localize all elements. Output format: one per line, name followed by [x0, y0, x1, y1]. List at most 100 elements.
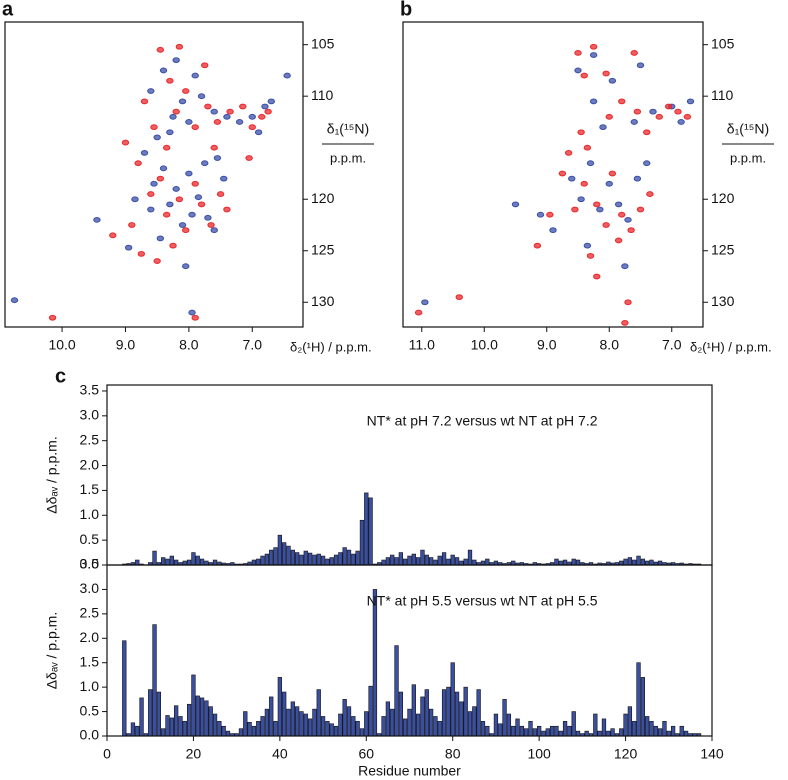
peak — [169, 113, 177, 120]
bar — [217, 721, 222, 737]
x-tick-label: 140 — [700, 746, 724, 762]
peak — [159, 67, 168, 74]
bar — [593, 713, 598, 737]
x-tick-label: 10.0 — [48, 337, 75, 353]
peak — [602, 222, 610, 228]
peak — [549, 227, 557, 234]
peak — [633, 175, 642, 182]
bar — [316, 553, 321, 566]
x-tick-label: 40 — [272, 746, 288, 762]
bar — [562, 559, 568, 566]
bar — [351, 553, 356, 566]
bar — [372, 589, 378, 737]
bar — [299, 554, 304, 566]
peak — [239, 103, 247, 110]
bar — [472, 559, 477, 566]
peak — [162, 211, 171, 218]
peak — [258, 113, 266, 120]
bar — [658, 728, 663, 737]
peak — [593, 201, 601, 208]
bar — [320, 716, 326, 737]
bar — [519, 725, 524, 737]
peak — [608, 170, 617, 177]
bar — [368, 685, 373, 737]
bar — [273, 721, 278, 737]
bar — [511, 725, 516, 737]
peak — [210, 144, 218, 151]
peak — [235, 119, 244, 125]
bar — [368, 497, 373, 566]
y-axis-unit: p.p.m. — [730, 150, 766, 165]
bar — [174, 705, 179, 737]
peak — [649, 108, 657, 115]
peak — [159, 165, 168, 172]
bar — [251, 725, 257, 737]
bar — [450, 662, 455, 737]
bar — [545, 728, 550, 737]
bar — [303, 713, 308, 737]
peak — [571, 206, 579, 213]
peak — [618, 211, 626, 218]
peak — [589, 52, 598, 58]
y-axis-label: δ₁(¹⁵N) — [327, 121, 369, 137]
bar — [130, 722, 136, 737]
bar — [325, 558, 330, 566]
peak — [643, 160, 651, 167]
peak — [147, 206, 155, 213]
bar — [627, 557, 633, 566]
peak — [182, 88, 190, 94]
peak — [153, 258, 161, 264]
bar — [390, 554, 395, 566]
bar — [606, 730, 611, 737]
peak — [226, 108, 234, 115]
bar — [186, 559, 192, 566]
bar — [636, 662, 641, 737]
bar — [264, 708, 270, 737]
bar — [394, 645, 399, 737]
peak — [677, 119, 685, 125]
bar — [407, 555, 412, 566]
bar — [502, 699, 507, 737]
bar — [333, 725, 339, 737]
peak — [197, 201, 206, 208]
y-tick-label: 125 — [711, 241, 735, 257]
peak — [178, 98, 187, 105]
bar — [338, 552, 343, 566]
bar — [135, 559, 140, 566]
panel-label: a — [2, 0, 14, 20]
bar — [411, 553, 416, 566]
bar — [627, 706, 633, 737]
y-axis-label: δ₁(¹⁵N) — [727, 121, 769, 137]
y-tick-label: 0.5 — [80, 702, 100, 718]
peak — [131, 196, 139, 203]
bar — [485, 725, 490, 737]
peak — [166, 77, 174, 84]
bar — [320, 555, 326, 566]
bar — [282, 542, 287, 566]
bar — [424, 689, 429, 737]
y-axis-unit: p.p.m. — [330, 150, 366, 165]
peak — [175, 43, 184, 50]
bar — [670, 725, 676, 737]
peak — [546, 211, 554, 218]
bar — [403, 558, 408, 566]
bar — [156, 691, 161, 737]
peak — [162, 144, 171, 151]
peak — [636, 206, 645, 213]
bar — [463, 686, 468, 737]
peak — [605, 180, 613, 187]
bar — [476, 689, 481, 737]
bar — [282, 691, 287, 737]
peak — [156, 235, 165, 242]
bar — [152, 550, 157, 566]
peak — [220, 175, 228, 182]
peak — [124, 244, 133, 251]
x-tick-label: 9.0 — [537, 337, 557, 353]
peak — [245, 155, 253, 161]
peak — [134, 160, 142, 167]
bar — [122, 640, 127, 737]
peak — [577, 196, 585, 203]
peak — [254, 129, 263, 136]
bar — [346, 549, 352, 566]
bar — [381, 559, 386, 566]
